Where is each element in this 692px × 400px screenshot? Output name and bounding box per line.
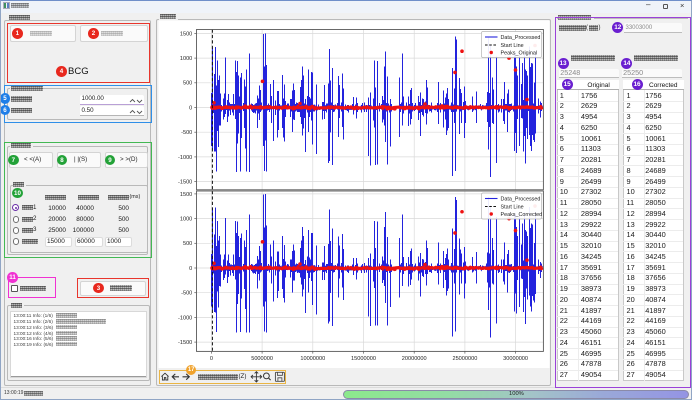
svg-text:Peaks_Corrected: Peaks_Corrected: [501, 212, 543, 218]
svg-text:Start Line: Start Line: [501, 205, 524, 211]
svg-text:30000000: 30000000: [503, 356, 528, 362]
svg-text:1500: 1500: [180, 192, 192, 198]
svg-text:5000000: 5000000: [251, 356, 273, 362]
svg-text:0: 0: [189, 105, 192, 111]
svg-text:0: 0: [189, 266, 192, 272]
svg-text:500: 500: [183, 81, 192, 87]
svg-text:1000: 1000: [180, 56, 192, 62]
svg-text:1000: 1000: [180, 217, 192, 223]
svg-text:-1000: -1000: [178, 315, 192, 321]
svg-text:Start Line: Start Line: [501, 43, 524, 49]
svg-text:-500: -500: [181, 130, 192, 136]
svg-text:Data_Processed: Data_Processed: [501, 197, 541, 203]
svg-text:20000000: 20000000: [402, 356, 427, 362]
svg-text:-1000: -1000: [178, 155, 192, 161]
svg-text:Peaks_Original: Peaks_Original: [501, 51, 538, 57]
svg-text:25000000: 25000000: [452, 356, 477, 362]
svg-text:-1500: -1500: [178, 180, 192, 186]
svg-text:Data_Processed: Data_Processed: [501, 35, 541, 41]
svg-text:500: 500: [183, 241, 192, 247]
svg-text:0: 0: [210, 356, 213, 362]
svg-text:10000000: 10000000: [300, 356, 325, 362]
svg-text:1500: 1500: [180, 31, 192, 37]
svg-text:-500: -500: [181, 291, 192, 297]
svg-text:15000000: 15000000: [351, 356, 376, 362]
svg-text:-1500: -1500: [178, 340, 192, 346]
